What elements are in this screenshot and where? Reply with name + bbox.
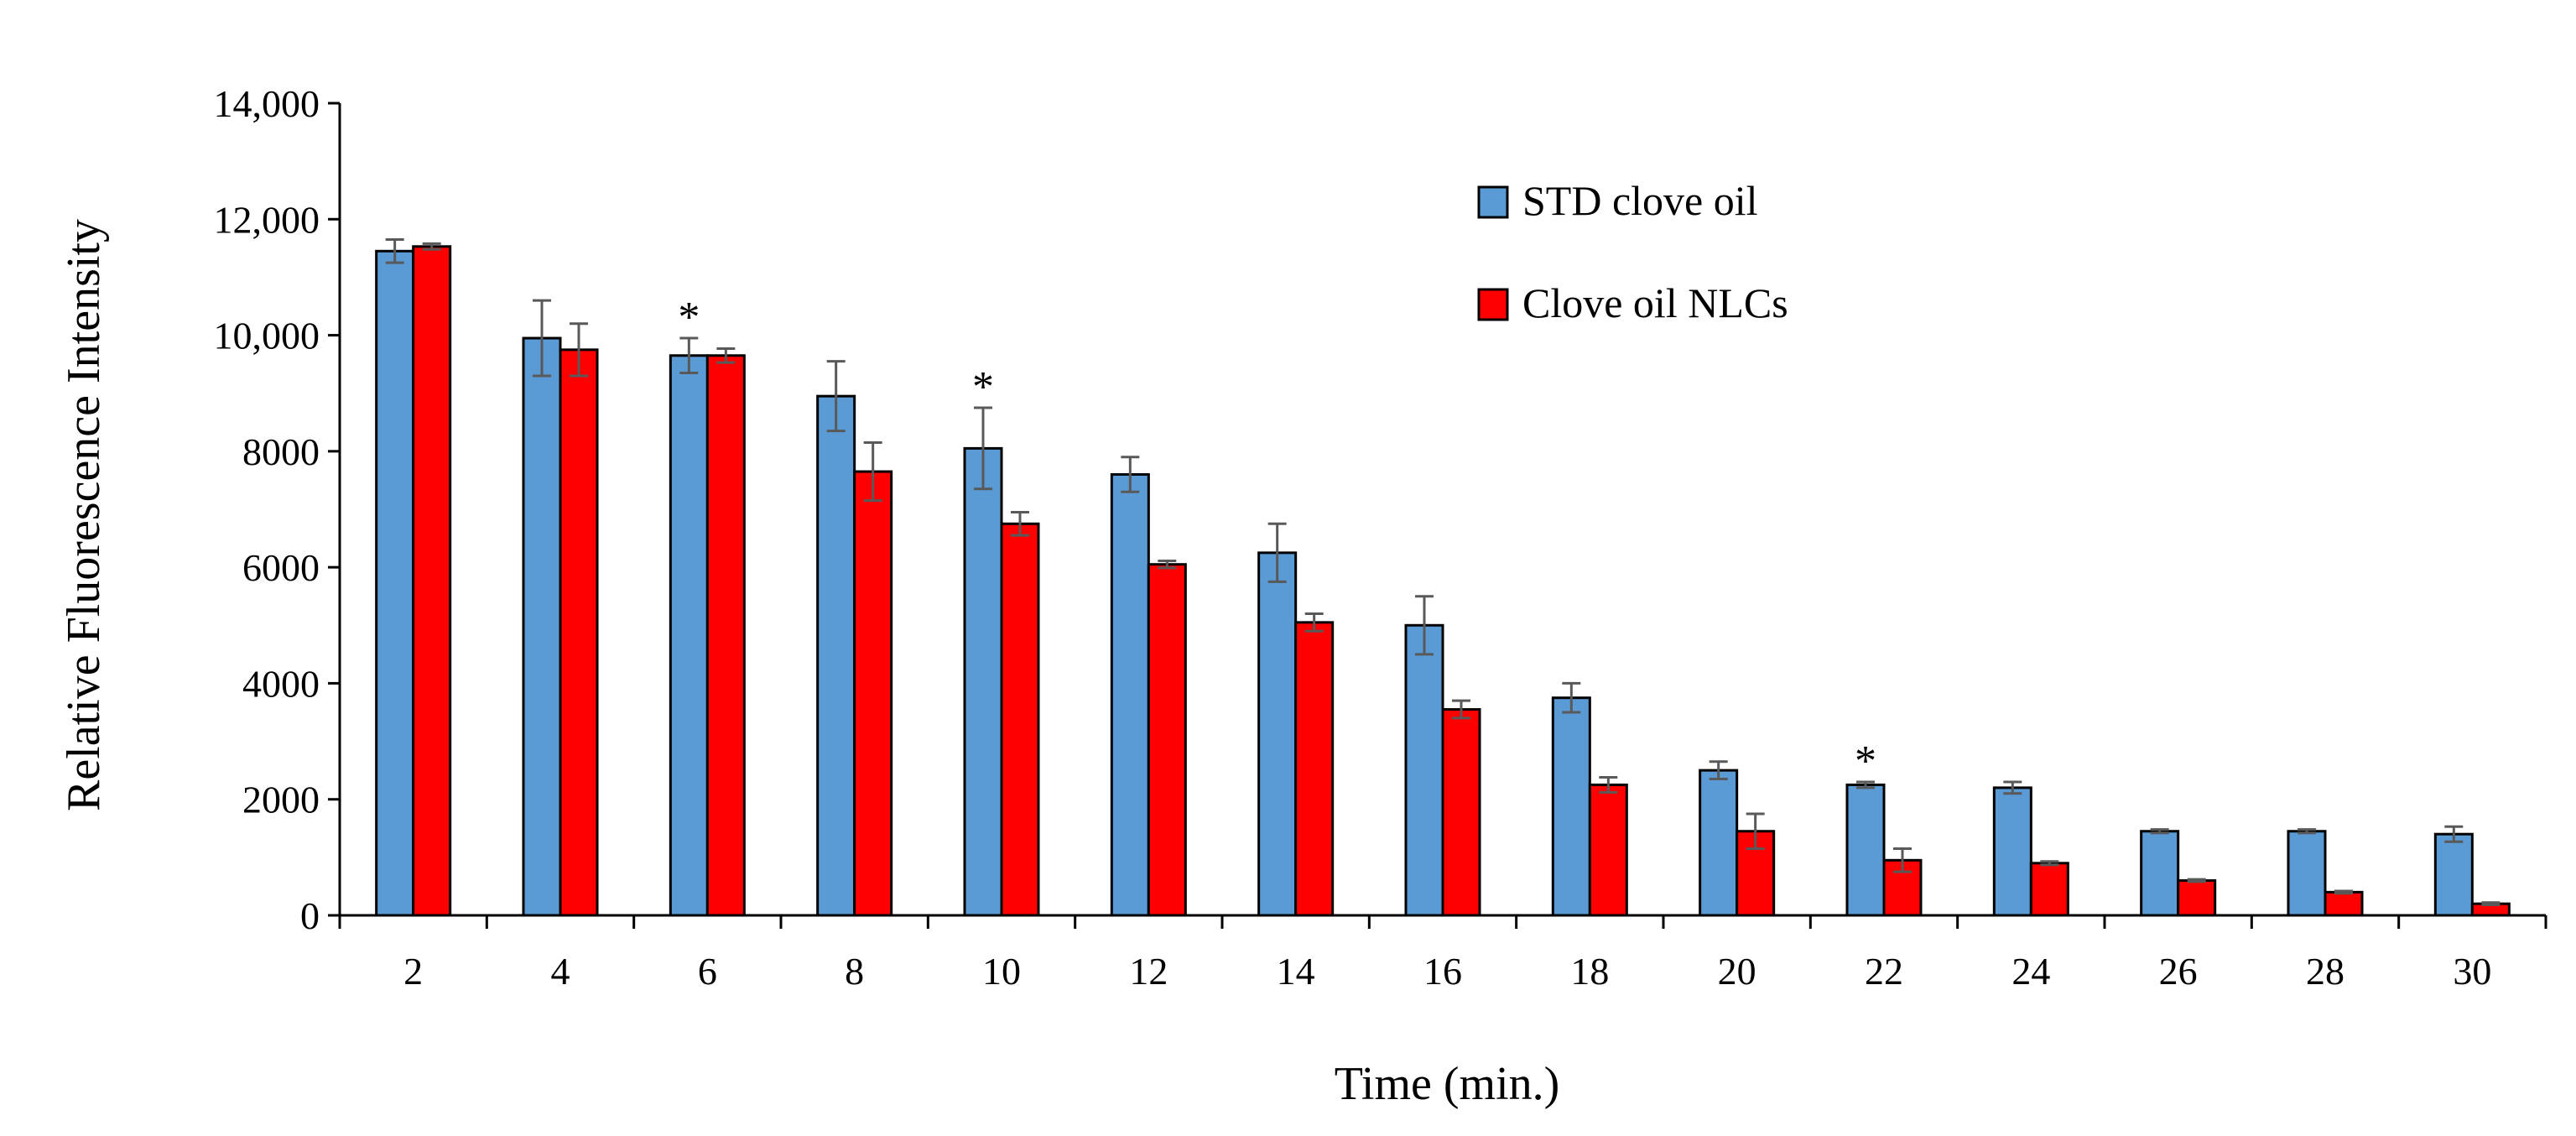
error-bar xyxy=(2334,889,2353,895)
bar-clove-oil-nlcs-24 xyxy=(2029,862,2069,917)
error-bar xyxy=(1452,699,1470,720)
error-bar xyxy=(1121,456,1140,493)
y-tick-label: 0 xyxy=(300,894,320,937)
bar-clove-oil-nlcs-8 xyxy=(853,470,893,917)
error-bar xyxy=(570,322,588,378)
significance-asterisk: * xyxy=(972,363,994,411)
significance-asterisk: * xyxy=(678,294,700,341)
x-tick-label: 20 xyxy=(1718,950,1756,993)
x-tick-label: 30 xyxy=(2453,950,2491,993)
x-tick-label: 28 xyxy=(2306,950,2344,993)
legend-swatch-std-clove-oil xyxy=(1477,185,1509,219)
x-tick-label: 22 xyxy=(1865,950,1903,993)
y-tick-label: 6000 xyxy=(242,546,320,589)
error-bar xyxy=(1746,812,1765,850)
x-tick-label: 4 xyxy=(551,950,570,993)
bar-std-clove-oil-4 xyxy=(522,336,562,917)
bar-std-clove-oil-12 xyxy=(1110,473,1150,917)
x-tick-label: 24 xyxy=(2011,950,2050,993)
bar-clove-oil-nlcs-22 xyxy=(1882,858,1923,917)
error-bar xyxy=(1709,760,1728,781)
y-tick-label: 10,000 xyxy=(214,315,320,357)
x-tick-label: 16 xyxy=(1423,950,1462,993)
error-bar xyxy=(2150,828,2169,835)
bar-std-clove-oil-10 xyxy=(963,446,1003,917)
x-tick-label: 12 xyxy=(1129,950,1168,993)
legend-swatch-clove-oil-nlcs xyxy=(1477,288,1509,321)
bar-std-clove-oil-18 xyxy=(1551,696,1591,917)
error-bar xyxy=(2298,828,2316,835)
error-bar xyxy=(679,336,699,375)
x-tick-label: 8 xyxy=(845,950,864,993)
error-bar xyxy=(2444,825,2464,843)
error-bar xyxy=(2003,780,2022,795)
bar-clove-oil-nlcs-12 xyxy=(1147,563,1187,917)
bar-std-clove-oil-26 xyxy=(2140,830,2180,917)
error-bar xyxy=(1011,510,1029,537)
significance-asterisk: * xyxy=(1855,737,1876,785)
x-tick-label: 6 xyxy=(698,950,717,993)
bar-std-clove-oil-16 xyxy=(1404,623,1444,917)
bar-clove-oil-nlcs-4 xyxy=(559,348,599,917)
error-bar xyxy=(1856,780,1875,789)
bar-clove-oil-nlcs-6 xyxy=(705,354,746,917)
error-bar xyxy=(826,360,846,433)
error-bar xyxy=(1893,847,1912,873)
x-tick-label: 14 xyxy=(1277,950,1315,993)
bar-clove-oil-nlcs-28 xyxy=(2324,890,2364,917)
error-bar xyxy=(1267,522,1287,583)
y-tick-label: 4000 xyxy=(242,662,320,705)
x-tick-label: 2 xyxy=(403,950,423,993)
bars xyxy=(375,245,2511,917)
bar-std-clove-oil-28 xyxy=(2287,830,2327,917)
annotations: * * * xyxy=(678,294,1876,785)
bar-clove-oil-nlcs-16 xyxy=(1441,708,1481,917)
error-bar xyxy=(863,440,882,503)
bar-clove-oil-nlcs-2 xyxy=(412,245,452,917)
error-bar xyxy=(385,237,404,264)
x-tick-label: 26 xyxy=(2159,950,2198,993)
legend-label-clove-oil-nlcs: Clove oil NLCs xyxy=(1522,279,1788,326)
error-bar xyxy=(422,242,441,251)
error-bar xyxy=(2187,878,2206,883)
y-axis-label: Relative Fluorescence Intensity xyxy=(58,219,110,811)
y-tick-label: 12,000 xyxy=(214,198,320,241)
bar-std-clove-oil-6 xyxy=(669,354,709,917)
x-axis-label: Time (min.) xyxy=(1335,1058,1560,1110)
y-tick-label: 8000 xyxy=(242,430,320,473)
error-bars xyxy=(385,237,2501,907)
error-bar xyxy=(1599,775,1618,794)
error-bar xyxy=(1158,560,1177,570)
x-tick-label: 10 xyxy=(982,950,1021,993)
bar-clove-oil-nlcs-26 xyxy=(2177,879,2217,917)
error-bar xyxy=(1304,612,1324,633)
bar-std-clove-oil-24 xyxy=(1992,786,2032,917)
bar-clove-oil-nlcs-18 xyxy=(1588,783,1628,917)
error-bar xyxy=(1562,681,1581,714)
y-tick-label: 2000 xyxy=(242,779,320,821)
bar-clove-oil-nlcs-14 xyxy=(1294,621,1335,917)
bar-std-clove-oil-8 xyxy=(816,394,856,917)
error-bar xyxy=(2481,901,2501,907)
legend: STD clove oil Clove oil NLCs xyxy=(1477,177,1788,326)
error-bar xyxy=(716,347,736,364)
x-tick-label: 18 xyxy=(1570,950,1609,993)
error-bar xyxy=(2040,860,2059,867)
error-bar xyxy=(533,299,551,378)
bar-std-clove-oil-30 xyxy=(2433,832,2474,917)
y-tick-label: 14,000 xyxy=(214,82,320,125)
error-bar xyxy=(974,406,992,491)
bar-std-clove-oil-14 xyxy=(1257,551,1298,917)
legend-label-std-clove-oil: STD clove oil xyxy=(1522,177,1758,224)
bar-clove-oil-nlcs-10 xyxy=(1000,522,1040,917)
bar-std-clove-oil-22 xyxy=(1845,783,1886,917)
bar-std-clove-oil-2 xyxy=(375,249,415,917)
error-bar xyxy=(1415,595,1434,656)
bar-std-clove-oil-20 xyxy=(1699,769,1739,917)
